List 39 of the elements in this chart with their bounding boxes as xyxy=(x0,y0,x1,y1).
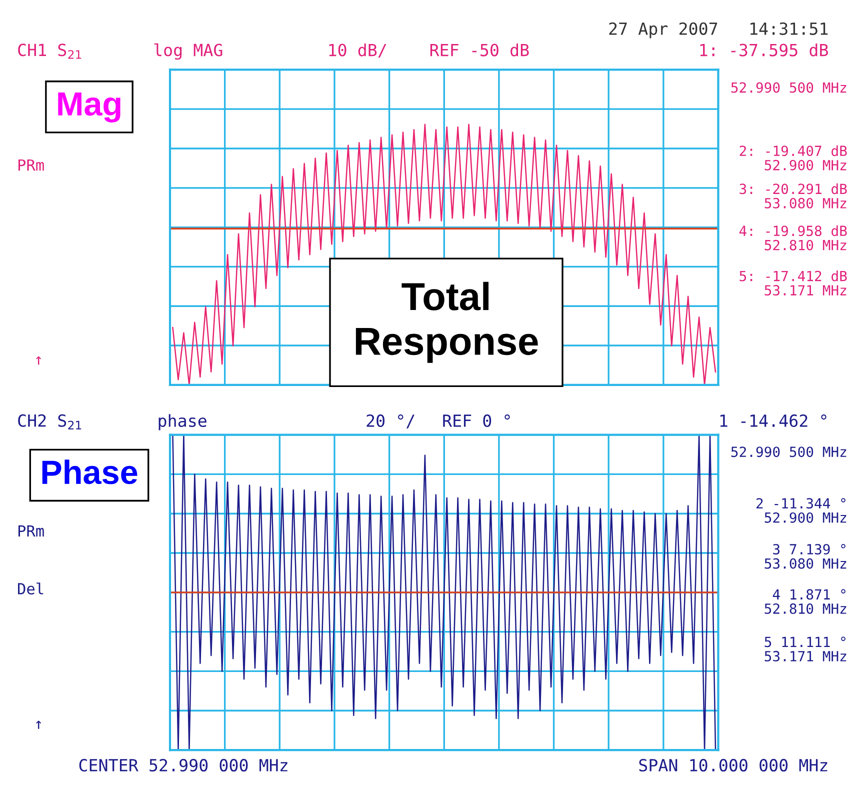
text: 2 -11.344 ° xyxy=(756,498,846,509)
text: 4: -19.958 dB xyxy=(739,225,847,236)
text: 52.990 500 MHz xyxy=(731,446,846,458)
text: 53.080 MHz xyxy=(764,558,846,569)
text: 4 1.871 ° xyxy=(772,589,846,600)
text: SPAN 10.000 000 MHz xyxy=(639,758,828,772)
text: REF 0 ° xyxy=(443,414,510,428)
text: Del xyxy=(18,582,44,595)
text: 53.171 MHz xyxy=(764,285,846,296)
text: CENTER 52.990 000 MHz xyxy=(79,758,288,772)
text: 53.080 MHz xyxy=(764,198,846,208)
text: 53.171 MHz xyxy=(764,650,846,662)
text: phase xyxy=(158,414,206,430)
text: 52.900 MHz xyxy=(764,512,846,523)
text: 1: -37.595 dB xyxy=(700,43,828,56)
annotation: Total Response xyxy=(356,282,538,363)
text: ↑ xyxy=(36,356,42,365)
text: CH1 S$_{21}$ xyxy=(18,44,82,59)
text: Phase xyxy=(42,460,138,484)
text: 52.810 MHz xyxy=(764,240,846,250)
text: Mag xyxy=(58,92,120,122)
text: PRm xyxy=(18,525,44,536)
text: PRm xyxy=(18,159,44,171)
text: 52.900 MHz xyxy=(764,160,846,170)
text: 5 11.111 ° xyxy=(764,636,846,648)
text: 2: -19.407 dB xyxy=(740,145,847,156)
text: 1 -14.462 ° xyxy=(720,414,826,428)
text: 52.990 500 MHz xyxy=(731,82,846,93)
text: REF -50 dB xyxy=(430,43,529,56)
text: log MAG xyxy=(154,43,222,60)
text: 5: -17.412 dB xyxy=(740,270,847,282)
text: ↑ xyxy=(36,720,42,729)
text: 27 Apr 2007 14:31:51 xyxy=(609,22,828,38)
text: 10 dB/ xyxy=(329,43,386,58)
text: 3: -20.291 dB xyxy=(740,183,847,194)
text: 52.810 MHz xyxy=(764,603,846,614)
text: CH2 S$_{21}$ xyxy=(18,414,82,430)
text: 20 °/ xyxy=(366,414,414,428)
text: 3 7.139 ° xyxy=(773,544,846,555)
